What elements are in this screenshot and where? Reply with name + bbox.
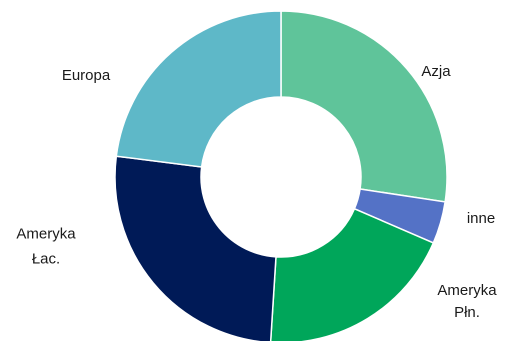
slice-labels: Azja inne Ameryka Płn. Ameryka Łac. Europa <box>16 63 497 321</box>
slice-label-line: Płn. <box>454 304 480 321</box>
slice-label-line: Europa <box>62 67 111 84</box>
slice-label-azja: Azja <box>421 63 451 80</box>
slice-ameryka-płn <box>269 207 435 341</box>
slice-ameryka-łac <box>114 155 277 341</box>
slice-label-line: Ameryka <box>437 282 497 299</box>
slice-label-ameryka-płn: Ameryka Płn. <box>437 282 497 321</box>
slice-label-europa: Europa <box>62 67 111 84</box>
slice-label-line: Azja <box>421 63 451 80</box>
donut-slices <box>114 10 448 341</box>
slice-label-ameryka-łac: Ameryka Łac. <box>16 226 76 268</box>
slice-label-line: inne <box>467 210 495 227</box>
slice-label-inne: inne <box>467 210 495 227</box>
slice-label-line: Ameryka <box>16 226 76 243</box>
slice-label-line: Łac. <box>32 251 60 268</box>
slice-azja <box>280 10 448 203</box>
slice-europa <box>115 10 282 168</box>
